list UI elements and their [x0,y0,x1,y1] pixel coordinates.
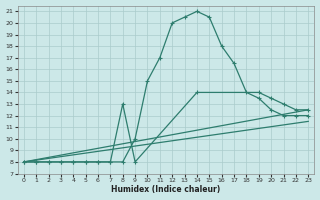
X-axis label: Humidex (Indice chaleur): Humidex (Indice chaleur) [111,185,221,194]
